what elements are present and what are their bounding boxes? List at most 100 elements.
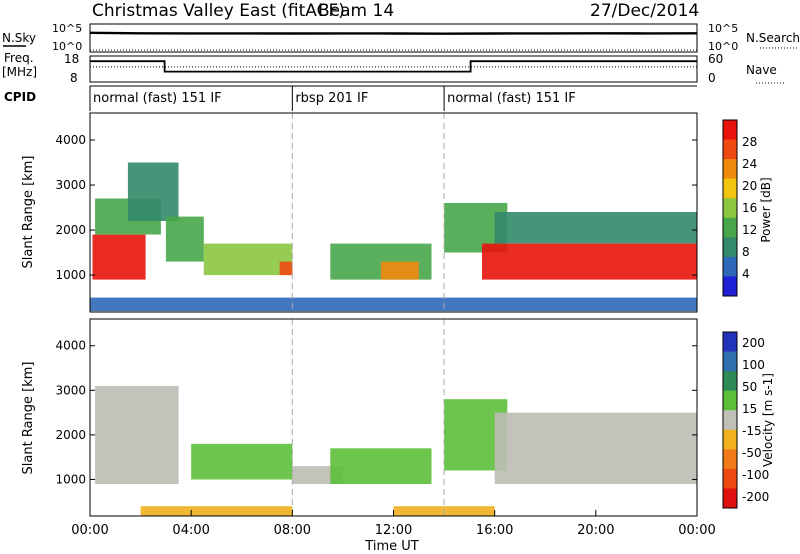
freq-panel-frame <box>89 55 698 83</box>
freq-label-line1: Freq. <box>4 51 34 65</box>
nsearch-tick-top: 10^5 <box>708 22 738 35</box>
power-panel <box>89 112 698 313</box>
colorbar-tick-label: 4 <box>742 267 750 281</box>
colorbar-swatch <box>723 198 737 219</box>
colorbar-tick-label: 8 <box>742 245 750 259</box>
colorbar-tick-label: 15 <box>742 402 757 416</box>
colorbar-tick-label: -50 <box>742 446 762 460</box>
colorbar-tick-label: -200 <box>742 490 769 504</box>
scatter-region <box>95 385 179 484</box>
power-yticks: 1000 2000 3000 4000 <box>55 133 697 282</box>
x-tick-label: 04:00 <box>172 523 209 538</box>
colorbar-swatch <box>723 159 737 180</box>
cpid-row: normal (fast) 151 IF rbsp 201 IF normal (f… <box>89 85 697 111</box>
velocity-panel <box>89 318 698 517</box>
nsearch-tick-bottom: 10^0 <box>708 40 738 53</box>
date-label: 27/Dec/2014 <box>590 1 699 21</box>
scatter-region <box>330 448 432 484</box>
colorbar-swatch <box>723 429 737 450</box>
freq-series <box>90 60 697 73</box>
scatter-region <box>380 261 419 280</box>
velocity-ylabel: Slant Range [km] <box>21 362 36 475</box>
colorbar-swatch <box>723 468 737 489</box>
freq-tick-bottom: 8 <box>70 71 78 85</box>
x-tick-label: 20:00 <box>577 523 614 538</box>
nsky-label: N.Sky <box>2 31 36 45</box>
y-tick-label: 1000 <box>55 268 86 282</box>
nave-label: Nave <box>746 63 777 77</box>
x-axis-ticks: 00:00 04:00 08:00 12:00 16:00 20:00 00:00 <box>71 510 716 538</box>
colorbar-swatch <box>723 351 737 372</box>
nsearch-label: N.Search <box>746 31 800 45</box>
nsky-series <box>89 31 698 51</box>
scatter-region <box>203 243 293 276</box>
freq-line <box>90 60 697 73</box>
x-tick-label: 00:00 <box>678 523 715 538</box>
scatter-region <box>494 212 697 244</box>
velocity-yticks: 1000 2000 3000 4000 <box>55 339 697 486</box>
colorbar-swatch <box>723 237 737 258</box>
x-tick-label: 16:00 <box>476 523 513 538</box>
nsky-line <box>89 31 698 35</box>
scatter-region <box>140 506 293 516</box>
colorbar-swatch <box>723 120 737 141</box>
power-panel-frame <box>89 112 698 313</box>
colorbar-tick-label: 16 <box>742 201 757 215</box>
colorbar-swatch <box>723 390 737 411</box>
colorbar-swatch <box>723 332 737 353</box>
nsky-panel-frame <box>89 23 698 53</box>
cpid-segment-label: rbsp 201 IF <box>295 91 368 106</box>
x-axis-label: Time UT <box>364 539 418 554</box>
colorbar-swatch <box>723 449 737 470</box>
nave-tick-bottom: 0 <box>708 71 716 85</box>
nsky-tick-top: 10^5 <box>52 22 82 35</box>
colorbar-swatch <box>723 276 737 297</box>
y-tick-label: 4000 <box>55 339 86 353</box>
colorbar-tick-label: 200 <box>742 336 765 350</box>
scatter-region <box>90 297 697 312</box>
scatter-region <box>127 162 179 221</box>
colorbar-frame <box>722 331 738 509</box>
colorbar-swatch <box>723 371 737 392</box>
colorbar-frame <box>722 119 738 297</box>
colorbar-swatch <box>723 139 737 160</box>
colorbar-tick-label: 12 <box>742 223 757 237</box>
freq-tick-top: 18 <box>64 52 79 66</box>
power-heatmap <box>90 113 697 312</box>
colorbar-tick-label: -100 <box>742 468 769 482</box>
x-tick-label: 12:00 <box>375 523 412 538</box>
power-colorbar: 4 8 12 16 20 24 28 <box>722 119 757 297</box>
colorbar-swatch <box>723 256 737 277</box>
y-tick-label: 2000 <box>55 428 86 442</box>
nsky-tick-bottom: 10^0 <box>52 40 82 53</box>
scatter-region <box>165 216 204 262</box>
y-tick-label: 4000 <box>55 133 86 147</box>
scatter-region <box>482 243 697 280</box>
cpid-segment-label: normal (fast) 151 IF <box>93 91 222 106</box>
beam-label: Beam 14 <box>318 1 394 21</box>
scatter-region <box>292 466 343 484</box>
velocity-colorbar: 200 100 50 15 -15 -50 -100 -200 <box>722 331 769 509</box>
power-ylabel: Slant Range [km] <box>21 156 36 269</box>
colorbar-tick-label: -15 <box>742 424 762 438</box>
scatter-region <box>191 443 293 480</box>
freq-label-line2: [MHz] <box>2 65 37 79</box>
scatter-region <box>494 412 697 484</box>
colorbar-tick-label: 50 <box>742 380 757 394</box>
station-title: Christmas Valley East (fitACF) <box>92 1 345 21</box>
y-tick-label: 1000 <box>55 472 86 486</box>
velocity-colorbar-label: Velocity [m s-1] <box>761 373 775 467</box>
velocity-heatmap <box>95 319 697 516</box>
y-tick-label: 3000 <box>55 383 86 397</box>
power-colorbar-label: Power [dB] <box>759 177 773 242</box>
scatter-region <box>279 261 293 276</box>
colorbar-swatch <box>723 217 737 238</box>
cpid-label: CPID <box>4 90 36 104</box>
x-tick-label: 00:00 <box>71 523 108 538</box>
colorbar-tick-label: 24 <box>742 157 757 171</box>
colorbar-swatch <box>723 178 737 199</box>
nave-tick-top: 60 <box>708 52 723 66</box>
scatter-region <box>92 234 146 280</box>
y-tick-label: 3000 <box>55 178 86 192</box>
cpid-segment-label: normal (fast) 151 IF <box>447 91 576 106</box>
